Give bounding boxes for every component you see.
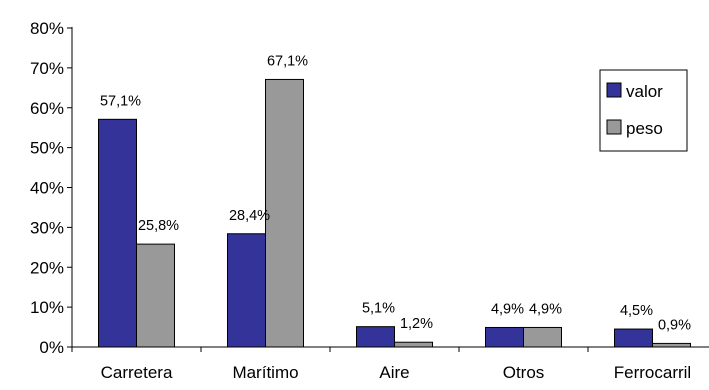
y-tick-label: 0% <box>39 338 64 357</box>
bar-peso <box>136 243 175 348</box>
y-tick-label: 40% <box>30 179 64 198</box>
y-tick-label: 10% <box>30 298 64 317</box>
y-axis: 0% 10% 20% 30% 40% 50% 60% 70% 80% <box>30 19 73 357</box>
data-label-valor: 28,4% <box>229 208 270 224</box>
data-label-valor: 4,5% <box>620 303 653 319</box>
legend-label-valor: valor <box>626 82 663 101</box>
bar-peso <box>652 342 691 348</box>
x-category-label: Ferrocarril <box>614 363 691 382</box>
data-label-peso: 25,8% <box>138 218 179 234</box>
bar-valor <box>98 118 137 348</box>
y-tick-label: 80% <box>30 19 64 38</box>
legend-label-peso: peso <box>626 119 663 138</box>
bar-valor <box>614 328 653 348</box>
x-category-label: Marítimo <box>232 363 298 382</box>
data-label-peso: 1,2% <box>400 316 433 332</box>
data-label-valor: 4,9% <box>491 301 524 317</box>
legend-swatch-valor <box>606 82 622 98</box>
y-tick-label: 70% <box>30 59 64 78</box>
data-label-peso: 4,9% <box>529 301 562 317</box>
data-label-peso: 67,1% <box>267 53 308 69</box>
bar-peso <box>394 341 433 348</box>
x-category-label: Carretera <box>101 363 173 382</box>
y-tick-label: 20% <box>30 258 64 277</box>
data-labels: 57,1% 25,8% 28,4% 67,1% 5,1% 1,2% 4,9% 4,9% 4,5%… <box>100 53 691 333</box>
legend-swatch-peso <box>606 119 622 135</box>
x-axis: Carretera Marítimo Aire Otros Ferrocarril <box>71 346 709 382</box>
bar-valor <box>227 233 266 348</box>
bar-valor <box>356 326 395 348</box>
data-label-peso: 0,9% <box>658 317 691 333</box>
bars <box>98 78 691 348</box>
bar-peso <box>523 326 562 348</box>
y-tick-label: 50% <box>30 139 64 158</box>
y-tick-label: 60% <box>30 99 64 118</box>
legend: valor peso <box>599 69 688 152</box>
x-category-label: Otros <box>503 363 545 382</box>
data-label-valor: 5,1% <box>362 301 395 317</box>
x-category-label: Aire <box>379 363 409 382</box>
data-label-valor: 57,1% <box>100 93 141 109</box>
bar-peso <box>265 78 304 348</box>
bar-valor <box>485 326 524 348</box>
y-tick-label: 30% <box>30 218 64 237</box>
